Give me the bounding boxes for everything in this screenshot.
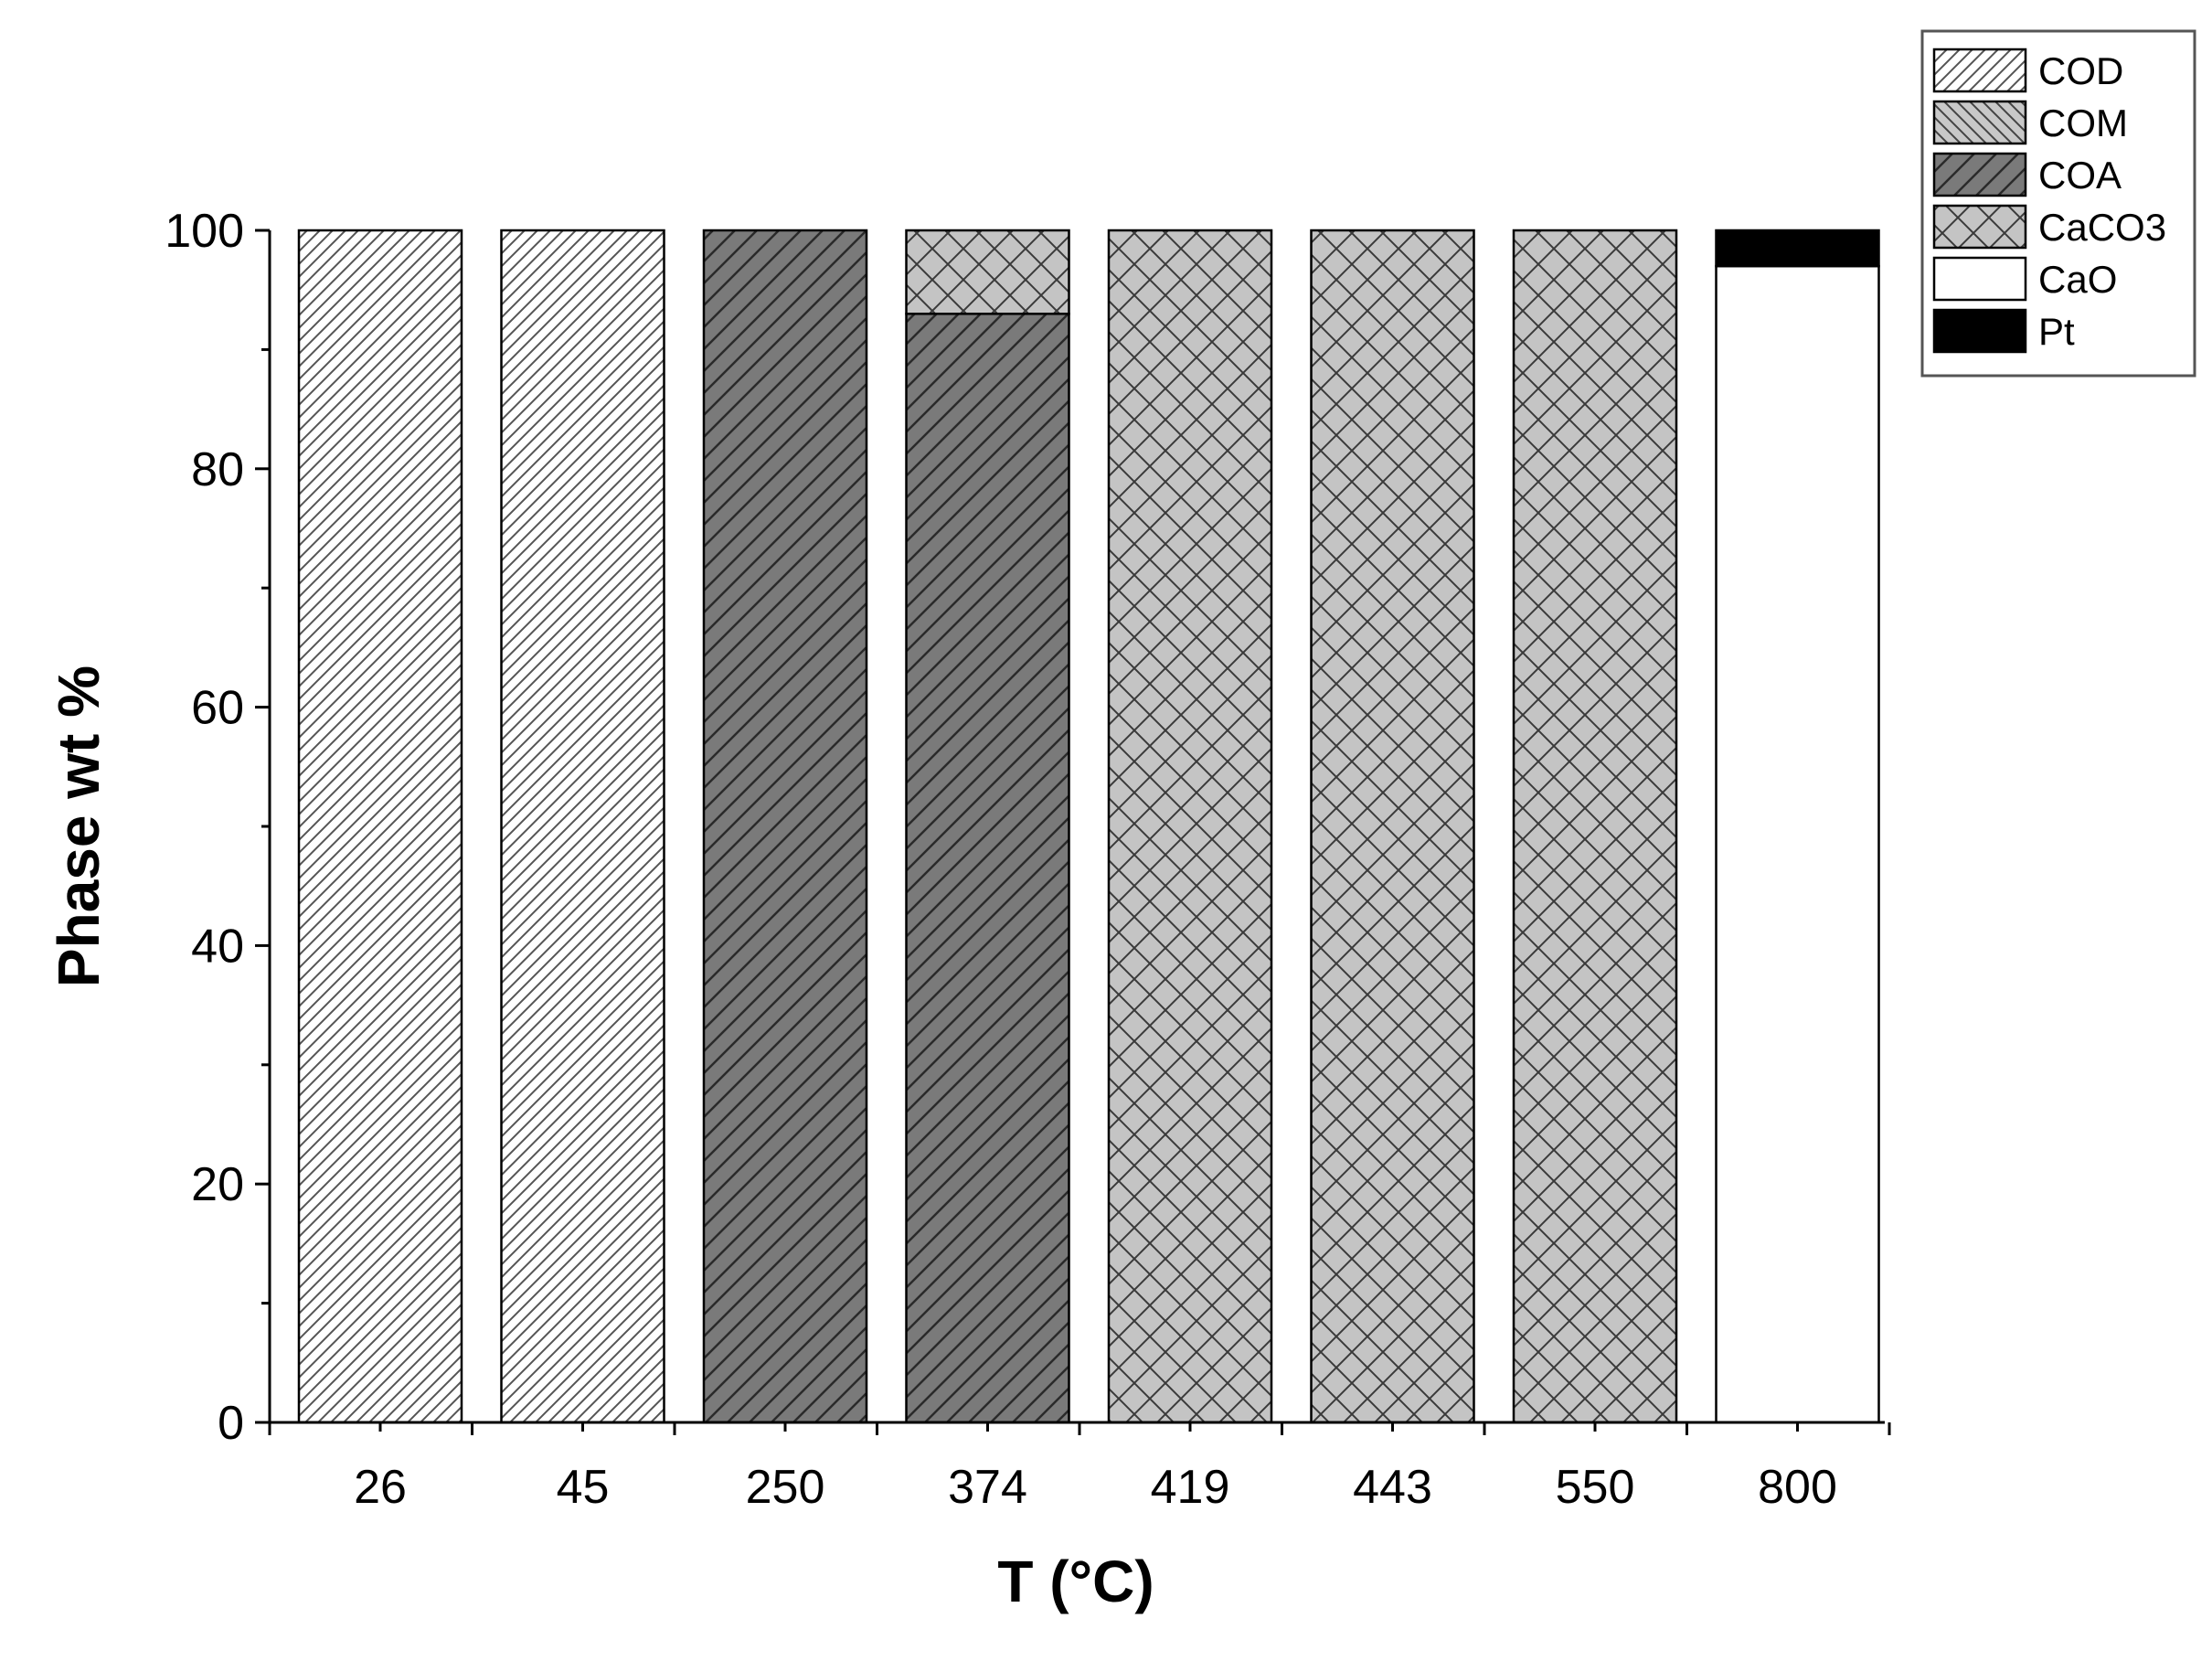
y-tick-label: 80 xyxy=(191,443,244,496)
legend-label-cod: COD xyxy=(2038,49,2123,92)
bars-layer xyxy=(297,229,1880,1424)
legend: COD COM COA CaCO3 CaO Pt xyxy=(1920,29,2196,378)
legend-label-pt: Pt xyxy=(2038,310,2075,353)
bar-segment-caco3-443 xyxy=(1310,229,1475,1424)
bar-segment-cod-26 xyxy=(297,229,463,1424)
bar-segment-caco3-374 xyxy=(905,229,1070,315)
legend-swatch-com xyxy=(1932,100,2027,145)
legend-swatch-cao xyxy=(1932,256,2027,302)
bar-segment-coa-374 xyxy=(905,313,1070,1424)
bar-segment-coa-250 xyxy=(702,229,868,1424)
legend-label-coa: COA xyxy=(2038,154,2122,197)
legend-swatch-pt xyxy=(1932,308,2027,354)
y-tick-label: 20 xyxy=(191,1158,244,1211)
bar-segment-caco3-419 xyxy=(1107,229,1273,1424)
x-tick-label: 374 xyxy=(948,1461,1027,1514)
legend-label-cao: CaO xyxy=(2038,258,2117,301)
x-ticks: 26 45 250 374 419 443 550 800 xyxy=(268,1422,1891,1514)
x-tick-label: 26 xyxy=(354,1461,407,1514)
y-tick-label: 60 xyxy=(191,682,244,735)
y-tick-label: 0 xyxy=(218,1397,244,1450)
bar-segment-cao-800 xyxy=(1715,264,1880,1424)
x-tick-label: 419 xyxy=(1151,1461,1230,1514)
legend-label-caco3: CaCO3 xyxy=(2038,206,2166,249)
x-tick-label: 550 xyxy=(1556,1461,1635,1514)
x-tick-label: 250 xyxy=(746,1461,825,1514)
legend-swatch-caco3 xyxy=(1932,204,2027,250)
legend-label-com: COM xyxy=(2038,101,2128,144)
y-axis-title: Phase wt % xyxy=(46,665,112,987)
x-tick-label: 45 xyxy=(557,1461,610,1514)
bar-segment-pt-800 xyxy=(1715,229,1880,268)
legend-swatch-cod xyxy=(1932,48,2027,93)
y-tick-label: 40 xyxy=(191,920,244,973)
bar-segment-cod-45 xyxy=(500,229,665,1424)
y-ticks: 0 20 40 60 80 100 xyxy=(165,205,270,1450)
bar-segment-caco3-550 xyxy=(1512,229,1678,1424)
x-axis-title: T (°C) xyxy=(997,1549,1154,1614)
x-tick-label: 443 xyxy=(1353,1461,1432,1514)
x-tick-label: 800 xyxy=(1758,1461,1837,1514)
y-tick-label: 100 xyxy=(165,205,244,258)
legend-swatch-coa xyxy=(1932,152,2027,197)
